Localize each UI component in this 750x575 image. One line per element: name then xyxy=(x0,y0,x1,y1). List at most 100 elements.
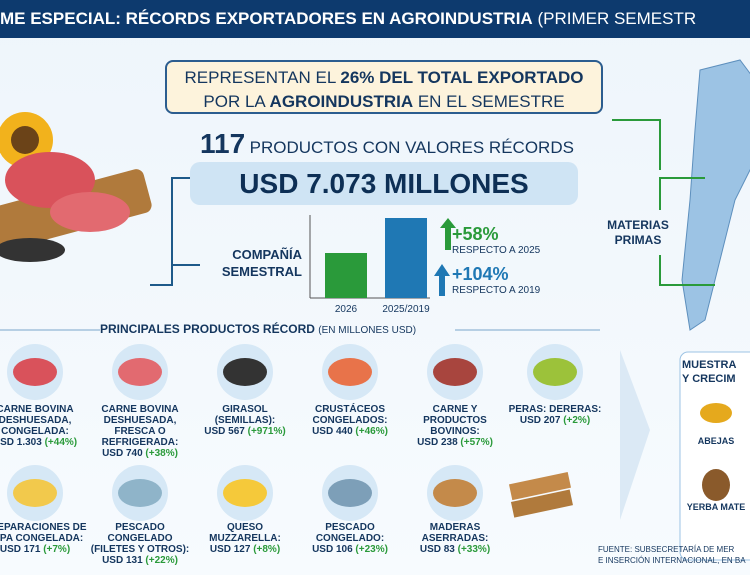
product-name: GIRASOL (SEMILLAS): xyxy=(214,404,276,426)
count: 117 xyxy=(200,128,246,159)
product: CRUSTÁCEOS CONGELADOS: USD 440 (+46%) xyxy=(296,404,404,437)
product-amount: USD 740 xyxy=(102,448,143,459)
banner-highlight: AGROINDUSTRIA xyxy=(269,92,414,111)
product: GIRASOL (SEMILLAS): USD 567 (+971%) xyxy=(191,404,299,437)
product-amount: USD 238 xyxy=(417,437,458,448)
product-icon xyxy=(13,479,57,507)
product-change: (+23%) xyxy=(355,544,388,555)
product-icon xyxy=(223,479,267,507)
product-amount: USD 131 xyxy=(102,555,143,566)
products-title: PRINCIPALES PRODUCTOS RÉCORD (EN MILLONE… xyxy=(100,322,416,336)
product-name: QUESO MUZZARELLA: xyxy=(209,522,281,544)
product-change: (+8%) xyxy=(253,544,281,555)
product-icon xyxy=(223,358,267,386)
product-icon xyxy=(13,358,57,386)
product-amount: USD 1.303 xyxy=(0,437,42,448)
product-name: CARNE BOVINA DESHUESADA, CONGELADA: xyxy=(0,404,74,437)
banner-highlight: 26% DEL TOTAL EXPORTADO xyxy=(340,68,584,87)
footer-line: FUENTE: SUBSECRETARÍA DE MER xyxy=(598,545,735,554)
product-icon xyxy=(433,358,477,386)
comparison-label: COMPAÑÍA SEMESTRAL xyxy=(221,247,302,279)
product-name: PREPARACIONES DE PAPA CONGELADA: xyxy=(0,522,87,544)
change-value: +58% xyxy=(452,224,499,244)
banner-text: EN EL SEMESTRE xyxy=(417,92,565,111)
product-name: PESCADO CONGELADO: xyxy=(315,522,385,544)
product-amount: USD 440 xyxy=(312,426,353,437)
product-icon xyxy=(118,479,162,507)
product-change: (+7%) xyxy=(43,544,71,555)
bar xyxy=(325,253,367,298)
product-change: (+57%) xyxy=(460,437,493,448)
change-note: RESPECTO A 2019 xyxy=(452,285,541,296)
product-icon xyxy=(118,358,162,386)
product-change: (+33%) xyxy=(457,544,491,555)
bar-label: 2026 xyxy=(335,304,358,315)
product-value: USD 238 (+57%) xyxy=(401,437,509,448)
product-amount: USD 171 xyxy=(0,544,41,555)
product-amount: USD 207 xyxy=(519,415,561,426)
product-value: USD 127 (+8%) xyxy=(191,544,299,555)
product-name: CRUSTÁCEOS CONGELADOS: xyxy=(312,404,388,426)
product: CARNE BOVINA DESHUESADA, CONGELADA:USD 1… xyxy=(0,404,89,448)
product-amount: USD 83 xyxy=(419,544,455,555)
product: PERAS: DERERAS: USD 207 (+2%) xyxy=(501,404,609,426)
footer: FUENTE: SUBSECRETARÍA DE MER E INSERCIÓN … xyxy=(598,544,750,566)
product: CARNE Y PRODUCTOS BOVINOS: USD 238 (+57%) xyxy=(401,404,509,448)
product-value: USD 106 (+23%) xyxy=(296,544,404,555)
product-value: USD 440 (+46%) xyxy=(296,426,404,437)
product: MADERAS ASERRADAS: USD 83 (+33%) xyxy=(401,522,509,555)
products-unit: (EN MILLONES USD) xyxy=(318,325,417,336)
product: QUESO MUZZARELLA: USD 127 (+8%) xyxy=(191,522,299,555)
product-name: CARNE Y PRODUCTOS BOVINOS: xyxy=(423,404,487,437)
product-value: USD 207 (+2%) xyxy=(501,415,609,426)
product-value: USD 740 (+38%) xyxy=(86,448,194,459)
product-icon xyxy=(433,479,477,507)
product-change: (+46%) xyxy=(355,426,388,437)
map-label: MATERIAS PRIMAS xyxy=(607,218,669,247)
product-value: USD 567 (+971%) xyxy=(191,426,299,437)
banner-text: POR LA xyxy=(203,92,265,111)
product: PREPARACIONES DE PAPA CONGELADA:USD 171 … xyxy=(0,522,89,555)
product-name: PERAS: DERERAS: xyxy=(508,404,602,415)
total: USD 7.073 MILLONES xyxy=(239,168,529,199)
product-name: CARNE BOVINA DESHUESADA, FRESCA O REFRIG… xyxy=(101,404,179,448)
change-note: RESPECTO A 2025 xyxy=(452,245,541,256)
product-amount: USD 127 xyxy=(209,544,251,555)
product-amount: USD 567 xyxy=(204,426,245,437)
side-title-line: Y CRECIM xyxy=(682,373,736,385)
product-value: USD 1.303 (+44%) xyxy=(0,437,89,448)
product-change: (+22%) xyxy=(145,555,178,566)
product-value: USD 83 (+33%) xyxy=(401,544,509,555)
count-line: 117 PRODUCTOS CON VALORES RÉCORDS xyxy=(200,128,574,160)
banner: REPRESENTAN EL 26% DEL TOTAL EXPORTADO P… xyxy=(165,60,603,114)
side-title: MUESTRA Y CRECIM xyxy=(682,358,750,386)
side-title-line: MUESTRA xyxy=(682,359,737,371)
product-change: (+38%) xyxy=(145,448,178,459)
footer-line: E INSERCIÓN INTERNACIONAL, EN BA xyxy=(598,556,746,565)
product-icon xyxy=(328,479,372,507)
title-suffix: (PRIMER SEMESTR xyxy=(537,9,697,28)
product: PESCADO CONGELADO (FILETES Y OTROS): USD … xyxy=(86,522,194,566)
product: PESCADO CONGELADO: USD 106 (+23%) xyxy=(296,522,404,555)
product-value: USD 171 (+7%) xyxy=(0,544,89,555)
banner-text: REPRESENTAN EL xyxy=(184,68,336,87)
product-change: (+44%) xyxy=(44,437,78,448)
product-name: PESCADO CONGELADO (FILETES Y OTROS): xyxy=(90,522,190,555)
bar-label: 2025/2019 xyxy=(382,304,430,315)
products-heading: PRINCIPALES PRODUCTOS RÉCORD xyxy=(100,322,315,336)
header: ME ESPECIAL: RÉCORDS EXPORTADORES EN AGR… xyxy=(0,0,750,38)
product: CARNE BOVINA DESHUESADA, FRESCA O REFRIG… xyxy=(86,404,194,459)
count-label: PRODUCTOS CON VALORES RÉCORDS xyxy=(249,138,574,157)
product-icon xyxy=(328,358,372,386)
side-item: ABEJAS xyxy=(697,436,735,446)
product-icon xyxy=(533,358,577,386)
product-change: (+971%) xyxy=(247,426,286,437)
change-value: +104% xyxy=(452,264,509,284)
product-amount: USD 106 xyxy=(312,544,353,555)
bar xyxy=(385,218,427,298)
product-name: MADERAS ASERRADAS: xyxy=(421,522,489,544)
title: ME ESPECIAL: RÉCORDS EXPORTADORES EN AGR… xyxy=(0,9,533,28)
product-value: USD 131 (+22%) xyxy=(86,555,194,566)
